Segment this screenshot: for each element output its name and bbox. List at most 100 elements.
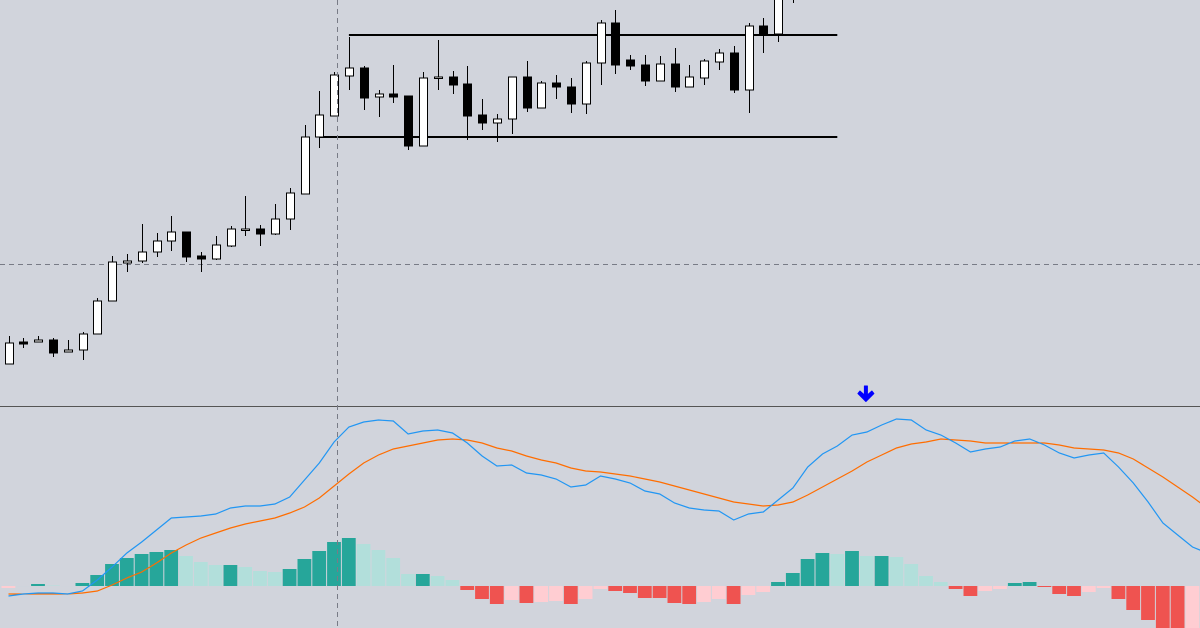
candle-body-up <box>434 76 443 79</box>
histogram-bar <box>356 544 371 586</box>
candle <box>463 66 472 140</box>
candle-body-up <box>227 228 236 247</box>
histogram-bar <box>933 582 948 586</box>
candle <box>730 46 739 93</box>
histogram-bar <box>415 574 430 586</box>
candle-body-up <box>330 74 339 117</box>
candle-body-up <box>537 82 546 109</box>
candle-body-up <box>700 60 709 79</box>
histogram-bar <box>371 550 386 586</box>
histogram-bar <box>312 551 327 586</box>
candle-body-up <box>685 76 694 88</box>
candle <box>167 216 176 251</box>
histogram-bar <box>771 582 785 586</box>
candle <box>745 23 754 113</box>
histogram-bar <box>1096 586 1111 588</box>
candle-body-down <box>49 339 58 354</box>
candle <box>389 65 398 103</box>
candle-body-down <box>641 64 650 82</box>
candle-body-up <box>286 192 295 220</box>
histogram-bar <box>1022 582 1037 586</box>
histogram-bar <box>149 552 164 586</box>
candle <box>759 18 768 53</box>
candle <box>685 65 694 88</box>
histogram-bar <box>726 586 741 604</box>
candle <box>79 332 88 360</box>
candle <box>641 55 650 86</box>
candle <box>552 75 561 99</box>
signal-line <box>8 438 1200 595</box>
macd-line <box>8 418 1200 597</box>
histogram-bar <box>1155 586 1170 628</box>
candle-body-up <box>138 251 147 262</box>
candle <box>241 196 250 236</box>
candle-body-up <box>315 114 324 138</box>
candle <box>611 10 620 74</box>
candle <box>19 338 28 348</box>
histogram-bar <box>297 559 312 586</box>
candle-body-up <box>5 342 14 365</box>
candle <box>301 125 310 195</box>
candle-body-up <box>93 300 102 335</box>
markers-layer <box>857 385 875 402</box>
candle <box>197 252 206 272</box>
histogram-bar <box>489 586 504 604</box>
candle <box>64 340 73 353</box>
histogram-bar <box>208 565 223 586</box>
candle-body-down <box>449 76 458 86</box>
histogram-bar <box>1067 586 1081 596</box>
histogram-bar <box>238 567 253 586</box>
candle-body-down <box>626 59 635 67</box>
candle <box>49 338 58 357</box>
candle <box>227 226 236 247</box>
candle <box>286 188 295 230</box>
histogram-bar <box>179 556 193 586</box>
candle-body-down <box>19 341 28 345</box>
histogram-bar <box>341 538 356 586</box>
histogram-bar <box>993 586 1007 589</box>
histogram-bar <box>119 558 134 586</box>
histogram-bar <box>75 583 90 586</box>
candle <box>774 0 783 42</box>
candle-body-down <box>567 86 576 105</box>
candle-body-down <box>182 231 191 258</box>
histogram-bar <box>445 580 460 586</box>
histogram-bar <box>45 585 60 586</box>
histogram-bar <box>386 558 401 586</box>
candle-body-up <box>271 218 280 235</box>
candle-body-up <box>745 25 754 91</box>
candle-body-up <box>241 228 250 231</box>
candle-body-up <box>582 62 591 105</box>
histogram-bar <box>549 586 563 601</box>
macd-pane[interactable] <box>1 418 1200 628</box>
histogram-bar <box>519 586 534 603</box>
candle-body-up <box>301 136 310 195</box>
candle-body-down <box>360 67 369 99</box>
candle <box>567 78 576 113</box>
candle <box>153 233 162 257</box>
candle <box>108 256 117 302</box>
histogram-bar <box>874 556 889 586</box>
candle-body-down <box>256 228 265 235</box>
candle-body-down <box>730 52 739 91</box>
candle-body-down <box>404 95 413 147</box>
candle <box>582 61 591 114</box>
candle-body-down <box>478 114 487 124</box>
candle-body-up <box>34 339 43 343</box>
histogram-bar <box>963 586 978 596</box>
histogram-bar <box>711 586 726 599</box>
histogram-bar <box>948 586 963 589</box>
candle <box>5 336 14 365</box>
candle <box>434 40 443 90</box>
histogram-bar <box>741 586 756 595</box>
candle <box>656 56 665 82</box>
arrow-down-icon <box>857 385 875 402</box>
histogram-bar <box>697 586 711 602</box>
histogram-bar <box>1007 583 1022 586</box>
price-pane[interactable] <box>0 0 1200 365</box>
candle <box>671 48 680 92</box>
candle-body-down <box>463 83 472 117</box>
candle <box>700 59 709 85</box>
candle-body-up <box>375 93 384 98</box>
